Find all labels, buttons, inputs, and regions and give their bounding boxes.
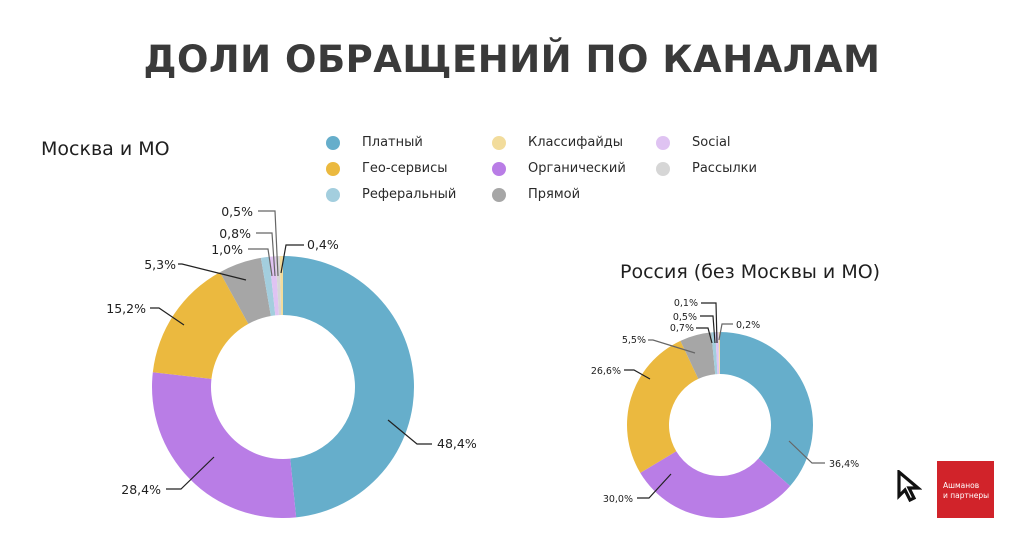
- legend-label: Прямой: [528, 187, 581, 202]
- value-label: 36,4%: [829, 459, 859, 470]
- value-label: 0,2%: [736, 320, 760, 331]
- value-label: 0,5%: [673, 312, 697, 323]
- legend-label: Гео-сервисы: [362, 161, 448, 176]
- legend-label: Классифайды: [528, 135, 624, 150]
- value-label: 48,4%: [437, 436, 477, 451]
- slice-2: [626, 340, 699, 473]
- legend-item-classifieds: Классифайды: [492, 135, 623, 150]
- legend-dot-icon: [656, 161, 670, 176]
- slice-6: [275, 256, 282, 316]
- brand-line1: Ашманов: [943, 481, 980, 490]
- leader-line: [648, 339, 696, 354]
- leader-line: [624, 369, 651, 380]
- legend-label: Рассылки: [692, 161, 757, 176]
- legend-item-newsletters: Рассылки: [656, 161, 757, 176]
- legend-label: Органический: [528, 161, 626, 176]
- donut-chart-russia: [626, 332, 813, 519]
- brand-logo: Ашманов и партнеры: [937, 461, 994, 518]
- leader-line: [387, 419, 432, 445]
- value-label: 30,0%: [603, 494, 633, 505]
- leader-line: [700, 315, 716, 344]
- legend-label: Social: [692, 135, 731, 150]
- legend-item-paid: Платный: [326, 135, 423, 150]
- cursor-logo-icon: [897, 470, 922, 503]
- legend-dot-icon: [326, 135, 340, 150]
- legend: Платный Гео-сервисы Реферальный Классифа…: [326, 135, 786, 215]
- slice-7: [279, 256, 283, 316]
- value-label: 5,5%: [622, 335, 646, 346]
- slice-0: [720, 332, 813, 487]
- slice-0: [283, 256, 414, 518]
- legend-dot-icon: [326, 187, 340, 202]
- leader-line: [637, 473, 672, 499]
- slice-3: [219, 257, 271, 324]
- value-label: 15,2%: [106, 301, 146, 316]
- leader-line: [258, 210, 279, 277]
- slice-7: [718, 332, 720, 375]
- legend-dot-icon: [326, 161, 340, 176]
- leader-line: [256, 232, 276, 277]
- value-label: 0,8%: [219, 226, 251, 241]
- value-label: 1,0%: [211, 242, 243, 257]
- legend-label: Платный: [362, 135, 423, 150]
- leader-line: [696, 327, 713, 344]
- slice-1: [151, 372, 297, 518]
- leader-line: [248, 248, 273, 277]
- labels-russia: 36,4% 30,0% 26,6% 5,5% 0,7%0,5% 0,1% 0,2%: [591, 298, 859, 505]
- slice-5: [715, 332, 720, 375]
- value-label: 0,7%: [670, 323, 694, 334]
- donut-chart-moscow: [151, 256, 414, 518]
- legend-dot-icon: [492, 187, 506, 202]
- legend-dot-icon: [492, 135, 506, 150]
- legend-dot-icon: [656, 135, 670, 150]
- labels-moscow: 48,4% 28,4% 15,2% 5,3% 1,0%0,8% 0,5% 0,4%: [106, 204, 477, 497]
- value-label: 0,4%: [307, 237, 339, 252]
- leader-line: [788, 440, 825, 464]
- chart-title-moscow: Москва и МО: [41, 138, 170, 160]
- slice-4: [260, 256, 276, 317]
- slice-2: [152, 272, 249, 379]
- legend-item-referral: Реферальный: [326, 187, 456, 202]
- legend-label: Реферальный: [362, 187, 457, 202]
- slice-4: [711, 332, 718, 375]
- legend-item-direct: Прямой: [492, 187, 580, 202]
- legend-item-social: Social: [656, 135, 731, 150]
- slice-6: [718, 332, 720, 375]
- chart-title-russia: Россия (без Москвы и МО): [620, 261, 881, 283]
- leader-line: [701, 302, 718, 344]
- legend-item-geo: Гео-сервисы: [326, 161, 448, 176]
- value-label: 26,6%: [591, 366, 621, 377]
- value-label: 0,5%: [221, 204, 253, 219]
- slice-3: [680, 332, 716, 379]
- brand-line2: и партнеры: [943, 491, 990, 500]
- leader-line: [166, 456, 215, 490]
- value-label: 5,3%: [144, 257, 176, 272]
- leader-line: [718, 323, 733, 341]
- slice-1: [640, 451, 791, 519]
- legend-dot-icon: [492, 161, 506, 176]
- page-title: ДОЛИ ОБРАЩЕНИЙ ПО КАНАЛАМ: [143, 38, 881, 81]
- legend-item-organic: Органический: [492, 161, 626, 176]
- leader-line: [280, 244, 304, 274]
- leader-line: [178, 263, 247, 281]
- value-label: 28,4%: [121, 482, 161, 497]
- leader-line: [150, 307, 185, 326]
- value-label: 0,1%: [674, 298, 698, 309]
